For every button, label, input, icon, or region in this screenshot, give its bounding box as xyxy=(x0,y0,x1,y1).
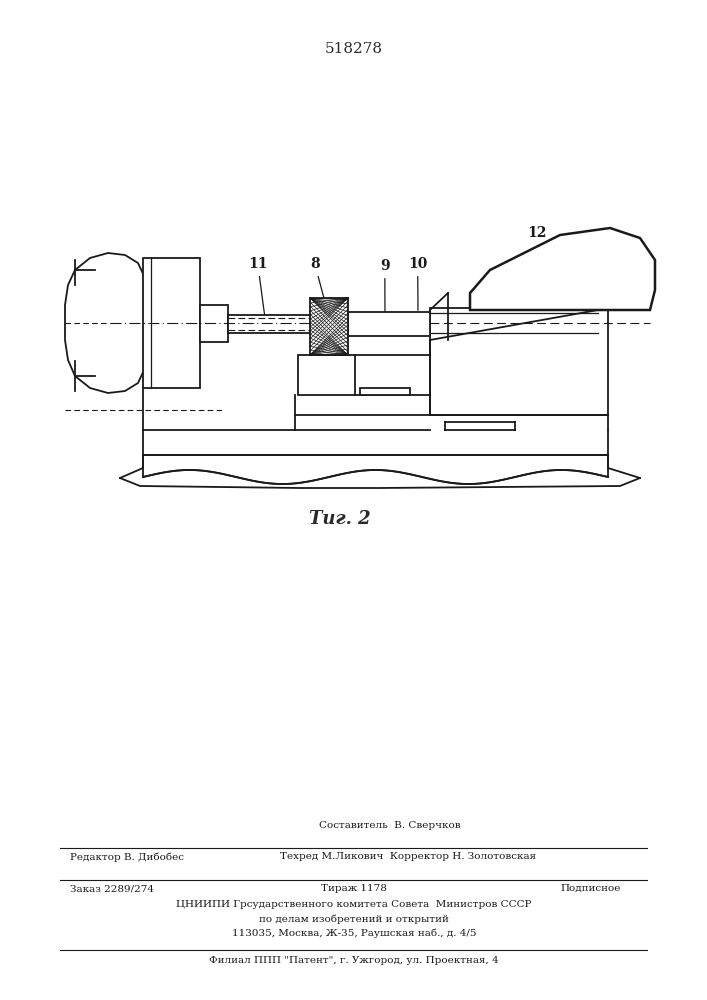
Polygon shape xyxy=(298,355,430,395)
Text: Тираж 1178: Тираж 1178 xyxy=(321,884,387,893)
Polygon shape xyxy=(310,298,348,355)
Text: 9: 9 xyxy=(380,259,390,312)
Polygon shape xyxy=(228,315,422,333)
Text: Τиг. 2: Τиг. 2 xyxy=(309,510,370,528)
Text: 8: 8 xyxy=(310,257,325,299)
Text: 113035, Москва, Ж-35, Раушская наб., д. 4/5: 113035, Москва, Ж-35, Раушская наб., д. … xyxy=(232,928,477,938)
Text: по делам изобретений и открытий: по делам изобретений и открытий xyxy=(259,914,449,924)
Text: 11: 11 xyxy=(248,257,267,315)
Text: Редактор В. Дибобес: Редактор В. Дибобес xyxy=(70,852,184,861)
Polygon shape xyxy=(360,388,410,395)
Text: 12: 12 xyxy=(527,226,559,263)
Text: ЦНИИПИ Грсударственного комитета Совета  Министров СССР: ЦНИИПИ Грсударственного комитета Совета … xyxy=(176,900,532,909)
Polygon shape xyxy=(143,258,200,388)
Polygon shape xyxy=(65,253,145,393)
Text: Техред М.Ликович  Корректор Н. Золотовская: Техред М.Ликович Корректор Н. Золотовска… xyxy=(280,852,536,861)
Polygon shape xyxy=(470,228,655,310)
Text: Составитель  В. Сверчков: Составитель В. Сверчков xyxy=(319,821,461,830)
Polygon shape xyxy=(430,308,600,415)
Text: 10: 10 xyxy=(408,257,427,310)
Polygon shape xyxy=(430,310,608,415)
Text: Заказ 2289/274: Заказ 2289/274 xyxy=(70,884,154,893)
Polygon shape xyxy=(143,455,608,484)
Text: 518278: 518278 xyxy=(325,42,383,56)
Polygon shape xyxy=(200,305,228,342)
Text: Филиал ППП "Патент", г. Ужгород, ул. Проектная, 4: Филиал ППП "Патент", г. Ужгород, ул. Про… xyxy=(209,956,499,965)
Polygon shape xyxy=(348,312,430,336)
Text: Подписное: Подписное xyxy=(560,884,620,893)
